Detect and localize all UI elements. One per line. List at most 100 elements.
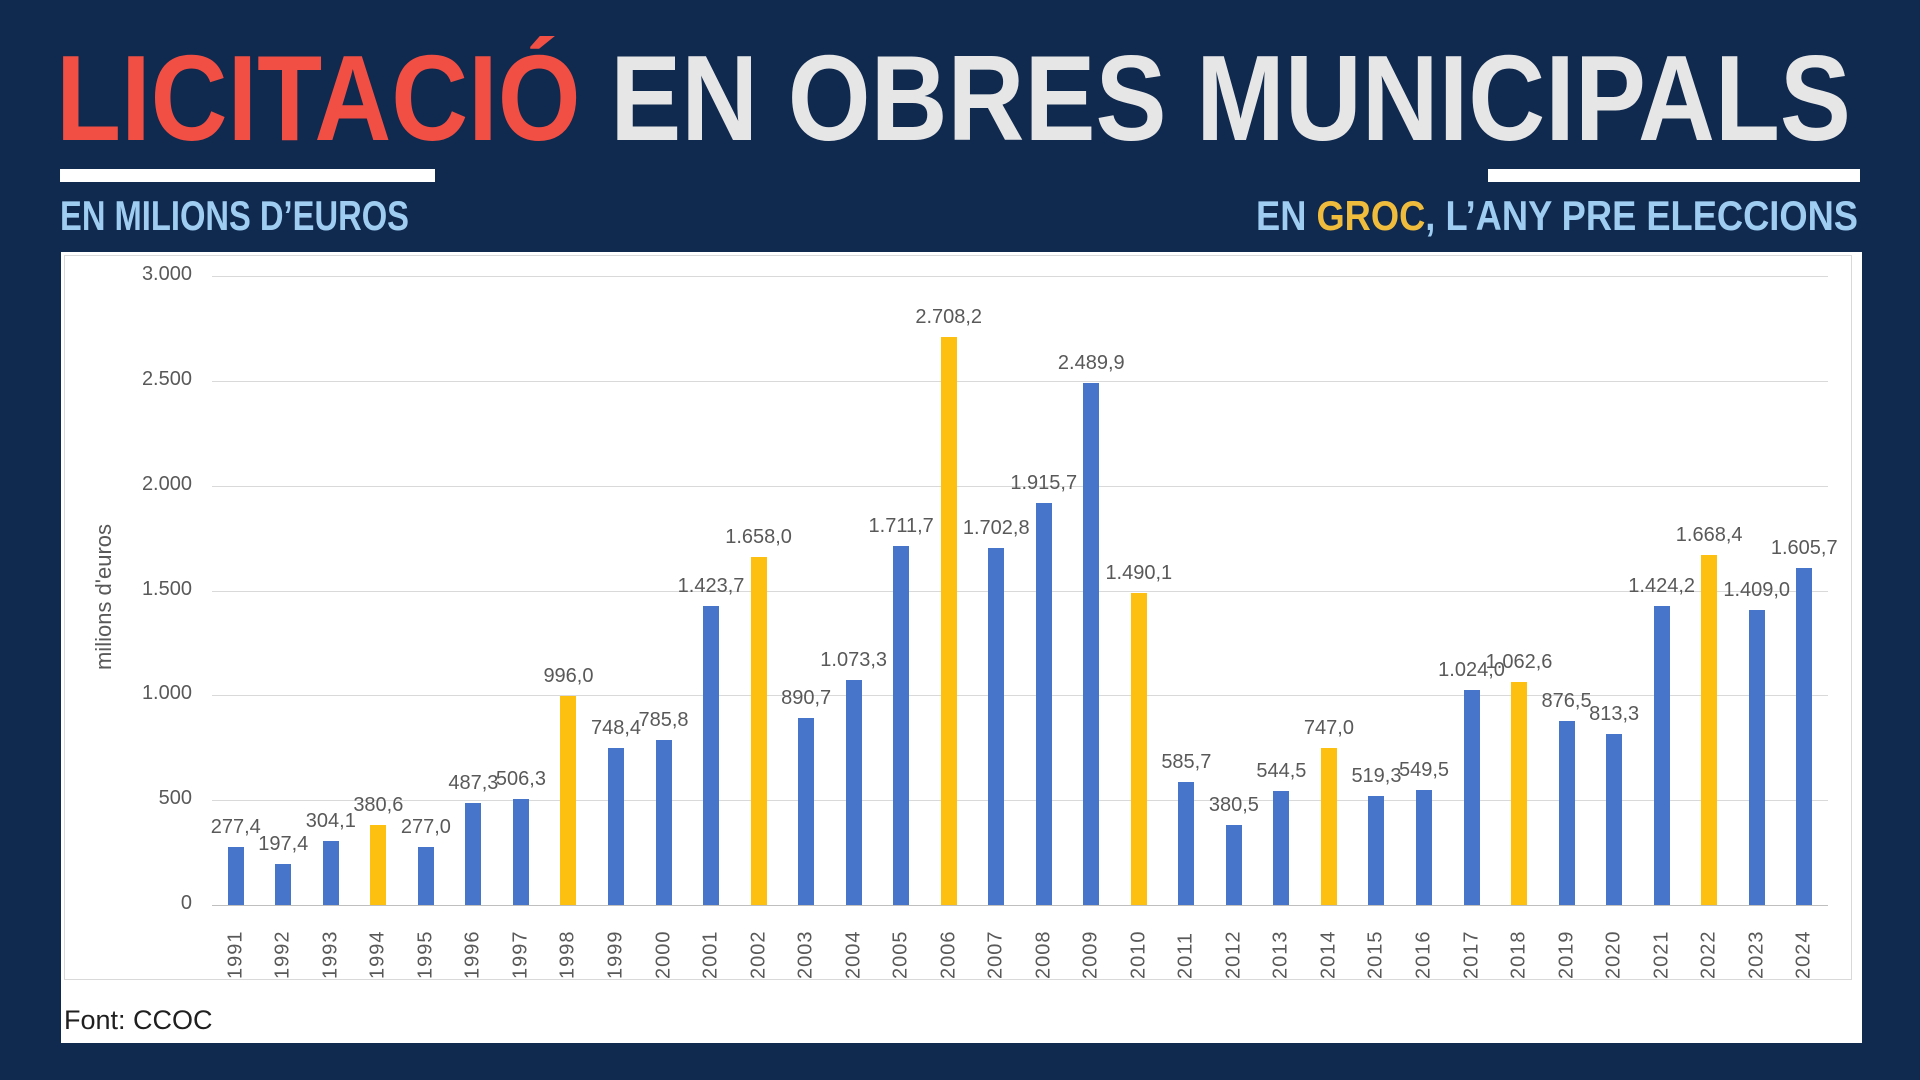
x-year-label: 1997 [509,930,532,980]
title-word-licitacio: LICITACIÓ [56,36,581,162]
bar [845,679,862,905]
bar-value-label: 519,3 [1351,765,1402,788]
bar-pre-election [370,825,387,905]
bar-pre-election [1511,682,1528,905]
y-tick-label: 3.000 [141,263,192,285]
title-underline-left [60,169,435,182]
bar-value-label: 380,6 [353,794,404,817]
bar-pre-election [1701,555,1718,905]
source-note: Font: CCOC [64,1005,213,1035]
bar-value-label: 277,0 [400,815,451,838]
gridline [212,380,1828,382]
x-year-label: 2011 [1174,931,1197,979]
gridline [212,800,1828,802]
x-year-label: 1999 [604,930,627,980]
x-year-label: 2017 [1460,930,1483,980]
subtitle-right-prefix: EN [1256,196,1316,239]
bar-value-label: 544,5 [1256,759,1307,782]
x-year-label: 2007 [984,930,1007,980]
bar-value-label: 197,4 [258,832,309,855]
bar-value-label: 1.062,6 [1485,651,1553,674]
bar-value-label: 549,5 [1398,758,1450,781]
bar-pre-election [560,696,577,905]
x-year-label: 2022 [1697,930,1720,980]
gridline [212,695,1828,697]
bar-value-label: 1.668,4 [1675,524,1743,547]
bar [275,863,292,905]
bar [1416,789,1432,905]
bar-value-label: 813,3 [1589,703,1640,726]
bar-value-label: 1.711,7 [868,515,934,538]
bar [1368,796,1385,905]
svg-text:EN GROC, L’ANY PRE ELECCIONS: EN GROC, L’ANY PRE ELECCIONS [1256,196,1858,239]
x-year-label: 2016 [1412,930,1435,980]
chart-panel: Font: CCOC [61,252,1862,1043]
y-tick-label: 1.500 [141,577,192,600]
y-axis-title: milions d'euros [91,523,116,671]
bar-value-label: 2.708,2 [915,306,983,329]
bar-value-label: 1.409,0 [1723,578,1791,601]
bar-value-label: 890,7 [781,687,832,710]
title-underline-right [1488,169,1860,182]
bar-value-label: 1.658,0 [725,526,792,549]
bar-value-label: 1.024,0 [1438,659,1505,682]
x-year-label: 2004 [842,930,865,980]
bar-pre-election [940,337,957,905]
bar [798,718,815,905]
bar-value-label: 2.489,9 [1057,351,1125,374]
gridline [212,485,1828,487]
x-year-label: 2015 [1364,930,1387,980]
bar [322,841,339,905]
subtitle-right-highlight: GROC [1316,196,1425,239]
x-year-label: 2020 [1602,930,1625,980]
bar-value-label: 876,5 [1541,690,1592,713]
bar [417,846,434,905]
bar-pre-election [1320,748,1337,905]
chart-frame [64,255,1852,980]
bar-value-label: 506,3 [495,767,546,790]
x-year-label: 2012 [1222,930,1245,980]
bar [893,546,910,905]
bar-value-label: 747,0 [1303,717,1354,740]
y-tick-label: 1.000 [141,682,192,705]
x-year-label: 2005 [889,930,912,980]
x-year-label: 1992 [271,930,294,980]
x-year-label: 2002 [747,930,770,980]
bar [1653,606,1670,905]
bar [1558,721,1575,905]
bar-value-label: 1.073,3 [820,648,887,671]
x-axis-line [212,905,1828,906]
x-year-label: 1998 [556,930,579,980]
x-year-label: 2001 [699,930,722,980]
x-year-label: 2009 [1079,930,1102,980]
x-year-label: 2006 [937,930,960,980]
gridline [212,276,1828,277]
x-year-label: 2003 [794,930,817,980]
x-year-label: 1995 [414,930,437,980]
bar-value-label: 996,0 [543,665,594,688]
bar-pre-election [750,557,767,905]
y-tick-label: 2.000 [141,472,192,495]
x-year-label: 2021 [1650,930,1673,980]
bar [703,606,720,905]
bar-value-label: 277,4 [210,815,261,838]
bar-value-label: 748,4 [590,717,642,740]
x-year-label: 2018 [1507,930,1530,980]
bar [1178,782,1195,905]
bar [1083,382,1100,905]
x-year-label: 1991 [224,930,247,980]
bar-value-label: 1.915,7 [1010,472,1078,495]
bar [1035,503,1052,905]
x-year-label: 2023 [1745,930,1768,980]
title-rest: EN OBRES MUNICIPALS [581,36,1851,162]
bar [1796,568,1813,905]
bar [1606,734,1623,905]
bar-value-label: 1.423,7 [677,575,745,598]
bar-value-label: 1.490,1 [1105,561,1173,584]
bar-value-label: 380,5 [1208,794,1259,817]
bar [1273,790,1290,905]
main-title: LICITACIÓ EN OBRES MUNICIPALS [56,36,1851,162]
x-year-label: 2014 [1317,930,1340,980]
bar-pre-election [1130,592,1147,905]
